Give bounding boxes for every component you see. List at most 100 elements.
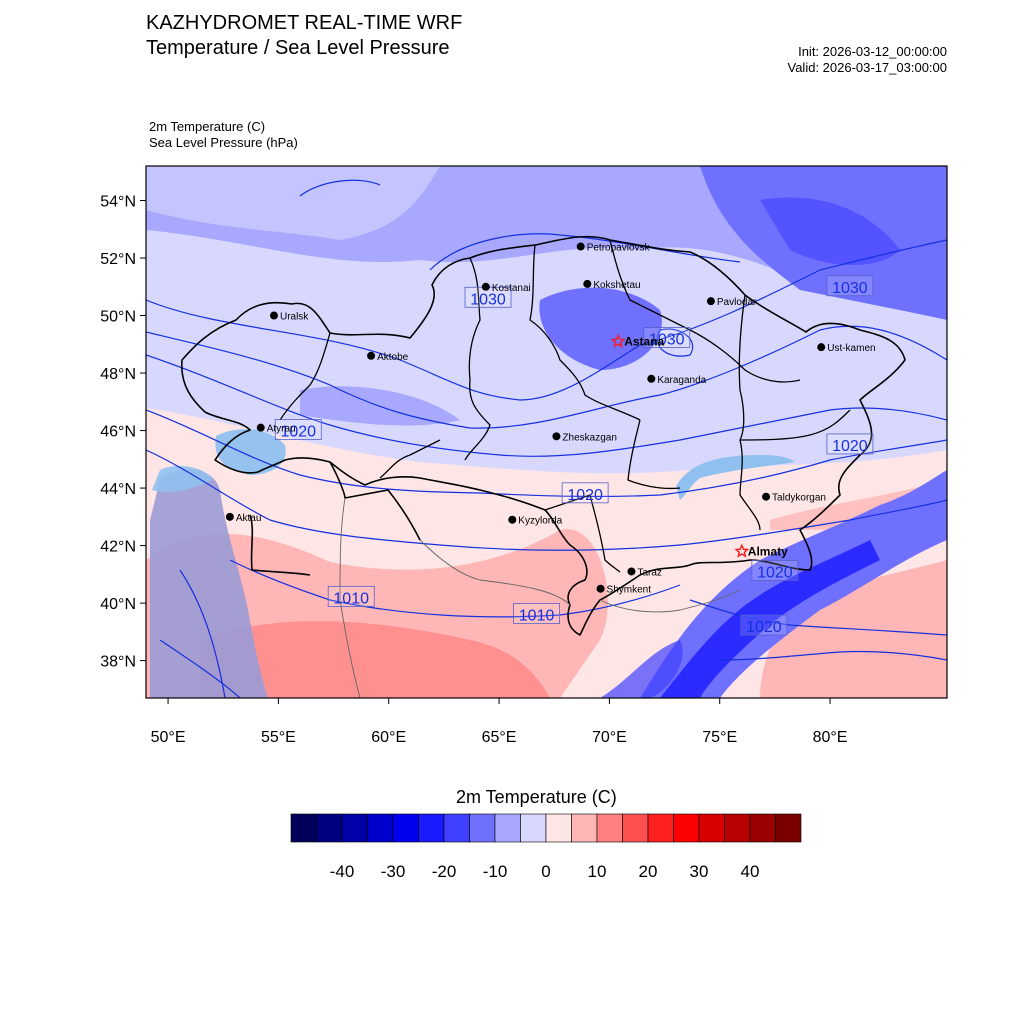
city-taldykorgan: Taldykorgan <box>762 492 826 504</box>
lat-tick-label: 52°N <box>100 251 136 268</box>
lon-tick-label: 70°E <box>592 729 627 746</box>
city-dot-icon <box>367 351 376 360</box>
lat-tick-label: 40°N <box>100 596 136 613</box>
pressure-label-box <box>513 603 560 625</box>
colorbar-tick-label: -10 <box>483 862 508 881</box>
city-kokshetau: Kokshetau <box>583 279 641 291</box>
latitude-axis: 38°N 40°N 42°N 44°N 46°N 48°N 50°N 52°N 54°N <box>100 194 146 671</box>
pressure-label-text: 1020 <box>567 487 603 504</box>
colorbar-swatch <box>775 813 802 843</box>
neighbor-borders <box>339 497 741 698</box>
city-dot-icon <box>269 311 278 320</box>
variable-pressure-label: Sea Level Pressure (hPa) <box>149 135 298 150</box>
city-karaganda: Karaganda <box>647 374 707 386</box>
colorbar-swatch <box>571 813 598 843</box>
colorbar-tick-label: 10 <box>588 862 607 881</box>
city-dot-icon <box>552 432 561 441</box>
pressure-label-text: 1030 <box>832 280 868 297</box>
city-label: Aktobe <box>377 352 409 363</box>
city-dot-icon <box>225 512 234 521</box>
city-label: Aktau <box>236 513 262 524</box>
pressure-label-text: 1030 <box>470 291 506 308</box>
colorbar-swatch <box>673 813 700 843</box>
colorbar-swatch <box>290 813 317 843</box>
city-dot-icon <box>762 492 771 501</box>
lat-tick-label: 46°N <box>100 424 136 441</box>
pressure-label: 1020 <box>826 433 874 455</box>
colorbar-tick-label: 20 <box>639 862 658 881</box>
colorbar-tick-label: -20 <box>432 862 457 881</box>
pressure-label-text: 1020 <box>280 424 316 441</box>
temperature-colorbar: -40 -30 -20 -10 0 10 20 30 40 <box>290 813 802 881</box>
city-taraz: Taraz <box>627 567 662 578</box>
colorbar-swatch <box>392 813 419 843</box>
colorbar-swatch <box>443 813 470 843</box>
country-borders <box>181 235 906 636</box>
lat-tick-label: 42°N <box>100 539 136 556</box>
pressure-label-box <box>561 482 609 504</box>
colorbar-swatch <box>367 813 394 843</box>
city-dot-icon <box>481 282 490 291</box>
city-dot-icon <box>583 279 592 288</box>
city-dot-icon <box>596 584 605 593</box>
init-time: Init: 2026-03-12_00:00:00 <box>798 44 947 59</box>
city-label: Ust-kamen <box>827 343 875 354</box>
colorbar-tick-label: 0 <box>541 862 550 881</box>
pressure-label-text: 1010 <box>333 590 369 607</box>
map-subtitle: Temperature / Sea Level Pressure <box>146 37 450 59</box>
city-kostanai: Kostanai <box>481 282 531 294</box>
pressure-label: 1030 <box>826 275 874 297</box>
map-title: KAZHYDROMET REAL-TIME WRF <box>146 12 463 34</box>
city-almaty: Almaty <box>734 543 788 558</box>
city-petropavlovsk: Petropavlovsk <box>576 242 651 254</box>
colorbar-swatch <box>469 813 496 843</box>
colorbar-swatch <box>596 813 623 843</box>
city-atyrau: Atyrau <box>256 423 296 435</box>
city-label: Petropavlovsk <box>587 243 651 254</box>
city-astana: Astana <box>610 333 665 348</box>
city-uralsk: Uralsk <box>269 311 309 323</box>
city-dot-icon <box>647 374 656 383</box>
longitude-axis: 50°E 55°E 60°E 65°E 70°E 75°E 80°E <box>151 698 848 746</box>
colorbar-title: 2m Temperature (C) <box>456 787 617 807</box>
valid-time: Valid: 2026-03-17_03:00:00 <box>787 60 948 75</box>
colorbar-swatch <box>316 813 343 843</box>
lon-tick-label: 80°E <box>813 729 848 746</box>
plot-frame <box>145 165 948 699</box>
colorbar-tick-label: 40 <box>741 862 760 881</box>
city-dot-icon <box>817 343 826 352</box>
city-label: Pavlodar <box>717 297 757 308</box>
city-label: Astana <box>624 334 664 348</box>
city-label: Atyrau <box>267 424 296 435</box>
lat-tick-label: 44°N <box>100 481 136 498</box>
pressure-label-text: 1020 <box>746 619 782 636</box>
pressure-contours <box>146 179 947 698</box>
pressure-label-box <box>643 327 691 348</box>
colorbar-swatch <box>698 813 725 843</box>
pressure-label: 1020 <box>740 614 788 636</box>
colorbar-swatch <box>520 813 547 843</box>
pressure-label-box <box>740 614 788 636</box>
colorbar-swatch <box>545 813 572 843</box>
city-label: Kyzylorda <box>518 516 562 527</box>
city-label: Shymkent <box>607 585 652 596</box>
city-dot-icon <box>627 567 636 576</box>
lon-tick-label: 65°E <box>482 729 517 746</box>
pressure-label-box <box>826 433 874 455</box>
lon-tick-label: 60°E <box>371 729 406 746</box>
city-label: Kokshetau <box>593 280 640 291</box>
city-label: Zheskazgan <box>562 432 616 443</box>
colorbar-swatch <box>647 813 674 843</box>
colorbar-tick-label: -30 <box>381 862 406 881</box>
lat-tick-label: 50°N <box>100 309 136 326</box>
pressure-label: 1020 <box>751 560 799 581</box>
city-shymkent: Shymkent <box>596 584 652 596</box>
lat-tick-label: 54°N <box>100 194 136 211</box>
city-markers: Petropavlovsk Kostanai Kokshetau Pavlodar Ur… <box>225 242 876 596</box>
capital-star-icon <box>734 543 750 558</box>
colorbar-tick-label: -40 <box>330 862 355 881</box>
lon-tick-label: 75°E <box>702 729 737 746</box>
colorbar-tick-label: 30 <box>690 862 709 881</box>
lon-tick-label: 50°E <box>151 729 186 746</box>
colorbar-swatch <box>418 813 445 843</box>
